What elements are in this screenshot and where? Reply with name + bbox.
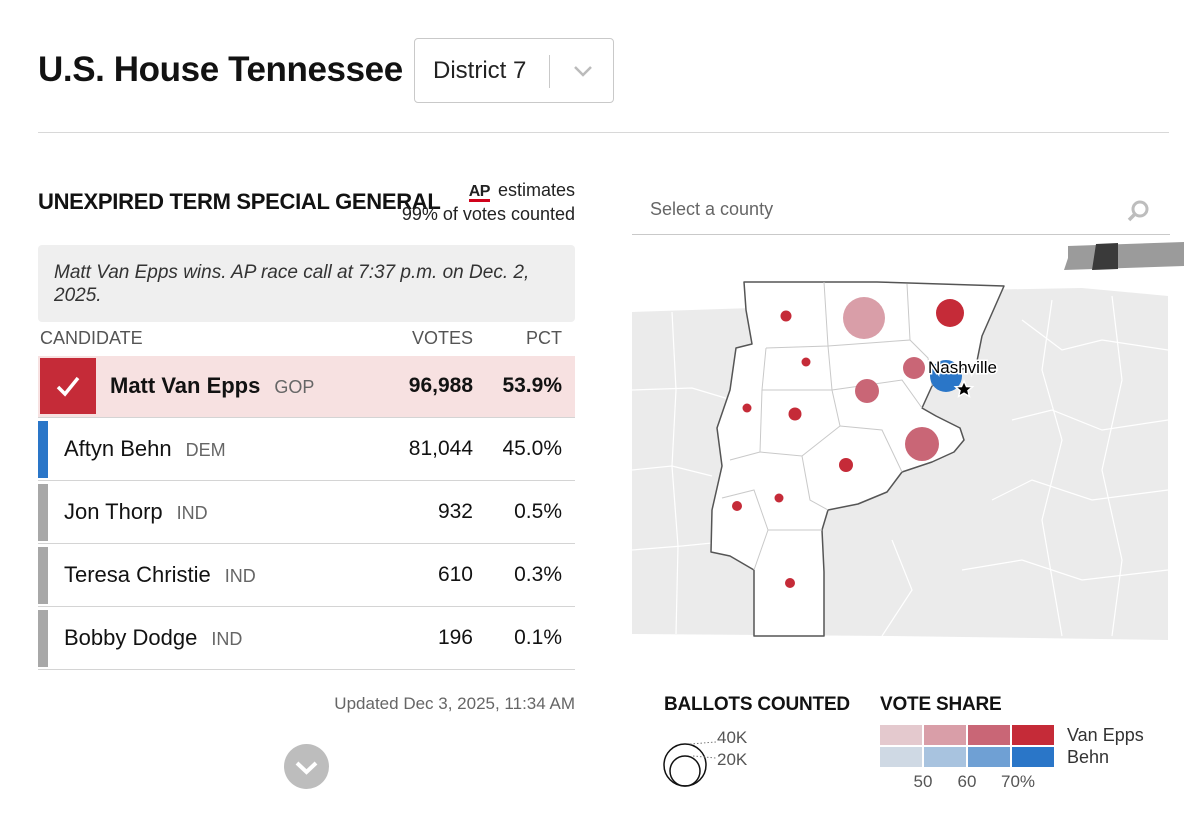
legend-tick: 50 xyxy=(914,772,933,791)
state-locator-inset xyxy=(1064,242,1184,270)
chevron-down-icon xyxy=(574,66,592,77)
ballots-legend-title: BALLOTS COUNTED xyxy=(664,694,850,715)
table-row: Matt Van Epps GOP 96,988 53.9% xyxy=(38,356,575,418)
candidate-votes: 96,988 xyxy=(408,374,473,397)
district-map[interactable]: Nashville xyxy=(632,240,1184,645)
search-icon[interactable] xyxy=(1126,199,1150,223)
votes-counted: 99% of votes counted xyxy=(401,204,575,224)
legend-tick: 70% xyxy=(1001,772,1035,791)
legend-circle-small xyxy=(669,755,701,787)
county-bubble xyxy=(732,501,742,511)
candidate-name: Teresa Christie xyxy=(64,562,211,587)
header-pct: PCT xyxy=(526,328,562,348)
legend-large-label: 40K xyxy=(717,728,748,747)
candidate-name: Jon Thorp xyxy=(64,499,163,524)
vote-share-legend: Van Epps Behn 50 60 70% xyxy=(880,725,1144,791)
select-divider xyxy=(549,55,550,88)
star-icon xyxy=(953,379,975,398)
county-bubble xyxy=(788,407,802,421)
candidate-pct: 0.5% xyxy=(514,500,562,523)
county-boundaries-outside xyxy=(632,295,1169,637)
county-bubble xyxy=(742,403,752,413)
candidate-party: GOP xyxy=(274,377,315,397)
header-votes: VOTES xyxy=(411,328,473,348)
swatch-rep-2 xyxy=(924,725,966,745)
party-color-bar xyxy=(38,421,48,478)
legend-dem-label: Behn xyxy=(1067,747,1109,767)
candidate-pct: 53.9% xyxy=(502,374,562,397)
table-row: Aftyn Behn DEM 81,044 45.0% xyxy=(38,419,575,481)
party-color-bar xyxy=(38,610,48,667)
county-bubble xyxy=(843,297,885,339)
ap-estimates-label: estimates xyxy=(497,180,575,200)
swatch-dem-1 xyxy=(880,747,922,767)
party-color-bar xyxy=(38,547,48,604)
candidate-pct: 0.1% xyxy=(514,626,562,649)
page-title: U.S. House Tennessee xyxy=(38,50,403,89)
candidate-party: IND xyxy=(211,629,243,649)
swatch-dem-2 xyxy=(924,747,966,767)
header-divider xyxy=(38,132,1169,133)
ballots-size-legend: 40K 20K xyxy=(663,728,748,787)
candidate-votes: 196 xyxy=(437,626,473,649)
district-select-value: District 7 xyxy=(433,57,527,84)
rep-swatches xyxy=(880,725,1054,745)
legend-tick: 60 xyxy=(958,772,977,791)
legend-rep-label: Van Epps xyxy=(1067,725,1144,745)
county-vote-bubbles[interactable] xyxy=(732,297,964,588)
legend-circle-large xyxy=(663,743,707,787)
county-bubble xyxy=(774,493,784,503)
race-call-box: Matt Van Epps wins. AP race call at 7:37… xyxy=(38,245,575,322)
county-bubble xyxy=(930,360,962,392)
district-county-lines xyxy=(721,281,933,571)
party-color-bar xyxy=(38,484,48,541)
candidate-pct: 0.3% xyxy=(514,563,562,586)
candidate-party: IND xyxy=(176,503,208,523)
table-row: Jon Thorp IND 932 0.5% xyxy=(38,482,575,544)
updated-timestamp: Updated Dec 3, 2025, 11:34 AM xyxy=(280,694,575,714)
candidate-votes: 610 xyxy=(437,563,473,586)
updated-time: Dec 3, 2025, 11:34 AM xyxy=(403,694,575,713)
county-bubble xyxy=(839,458,853,472)
candidate-name: Aftyn Behn xyxy=(64,436,172,461)
table-row: Bobby Dodge IND 196 0.1% xyxy=(38,608,575,670)
candidate-name: Matt Van Epps xyxy=(110,373,261,398)
candidate-name: Bobby Dodge xyxy=(64,625,198,650)
race-title: UNEXPIRED TERM SPECIAL GENERAL xyxy=(38,189,441,214)
city-label: Nashville xyxy=(928,358,997,377)
dem-swatches xyxy=(880,747,1054,767)
county-search xyxy=(632,190,1170,235)
swatch-rep-1 xyxy=(880,725,922,745)
legend-small-label: 20K xyxy=(717,750,748,769)
race-call-text: Matt Van Epps wins. AP race call at 7:37… xyxy=(54,262,530,306)
winner-check xyxy=(40,358,96,414)
swatch-rep-4 xyxy=(1012,725,1054,745)
header-candidate: CANDIDATE xyxy=(40,328,143,348)
candidate-pct: 45.0% xyxy=(502,437,562,460)
district-select[interactable]: District 7 xyxy=(414,38,614,103)
table-row: Teresa Christie IND 610 0.3% xyxy=(38,545,575,607)
ap-logo: AP xyxy=(468,183,490,202)
county-bubble xyxy=(905,427,939,461)
county-bubble xyxy=(780,310,792,322)
county-bubble xyxy=(936,299,964,327)
county-bubble xyxy=(855,379,879,403)
candidate-party: IND xyxy=(224,566,256,586)
check-icon xyxy=(56,376,80,397)
county-bubble xyxy=(801,357,811,367)
swatch-rep-3 xyxy=(968,725,1010,745)
county-bubble xyxy=(785,578,795,588)
county-bubble xyxy=(903,357,925,379)
updated-label: Updated xyxy=(334,694,399,713)
expand-button[interactable] xyxy=(284,744,329,789)
candidate-votes: 81,044 xyxy=(408,437,473,460)
vote-share-legend-title: VOTE SHARE xyxy=(880,694,1002,715)
candidate-votes: 932 xyxy=(437,500,473,523)
swatch-dem-3 xyxy=(968,747,1010,767)
chevron-down-icon xyxy=(295,761,318,775)
swatch-dem-4 xyxy=(1012,747,1054,767)
county-search-input[interactable] xyxy=(648,198,1112,221)
ap-estimates: AP estimates 99% of votes counted xyxy=(380,178,575,226)
candidate-party: DEM xyxy=(185,440,226,460)
